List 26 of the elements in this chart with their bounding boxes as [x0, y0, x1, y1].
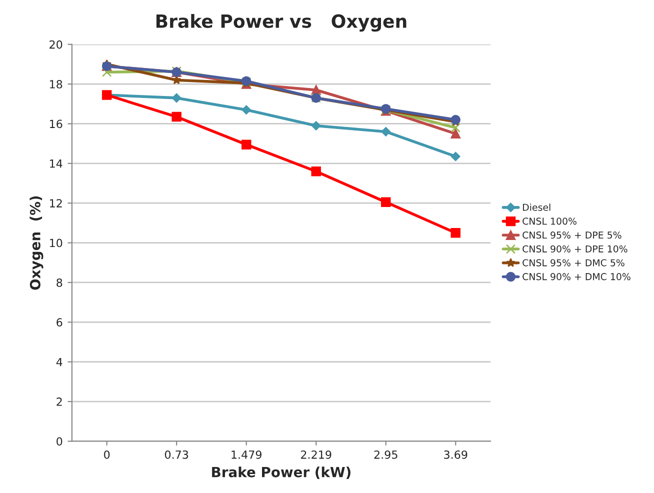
y-tick-label: 16 [50, 120, 62, 128]
x-tick-label: 0.73 [164, 450, 188, 459]
legend-label: CNSL 90% + DMC 10% [522, 273, 630, 280]
x-axis-title: Brake Power (kW) [212, 466, 350, 479]
legend-label: CNSL 90% + DPE 10% [522, 245, 628, 252]
legend-label: Diesel [523, 204, 550, 211]
y-tick-label: 20 [50, 40, 62, 49]
y-tick-label: 8 [56, 278, 62, 287]
x-tick-label: 3.69 [444, 450, 468, 459]
y-tick-label: 18 [50, 80, 62, 88]
y-tick-label: 10 [50, 238, 62, 248]
y-tick-label: 14 [50, 160, 62, 168]
x-tick-label: 2.219 [301, 450, 332, 459]
legend-label: CNSL 100% [522, 218, 576, 225]
y-tick-label: 2 [56, 398, 62, 406]
x-tick-label: 1.479 [232, 450, 262, 459]
y-tick-label: 4 [56, 358, 62, 366]
chart-title: Brake Power vs Oxygen [156, 14, 406, 32]
x-tick-label: 2.95 [374, 450, 398, 459]
legend-label: CNSL 95% + DMC 5% [522, 259, 624, 266]
y-axis-title: Oxygen (%) [30, 196, 44, 290]
x-tick-label: 0 [104, 450, 110, 459]
y-tick-label: 0 [56, 437, 62, 446]
y-tick-label: 6 [56, 318, 62, 327]
y-tick-label: 12 [50, 199, 62, 208]
legend-label: CNSL 95% + DPE 5% [522, 231, 622, 239]
